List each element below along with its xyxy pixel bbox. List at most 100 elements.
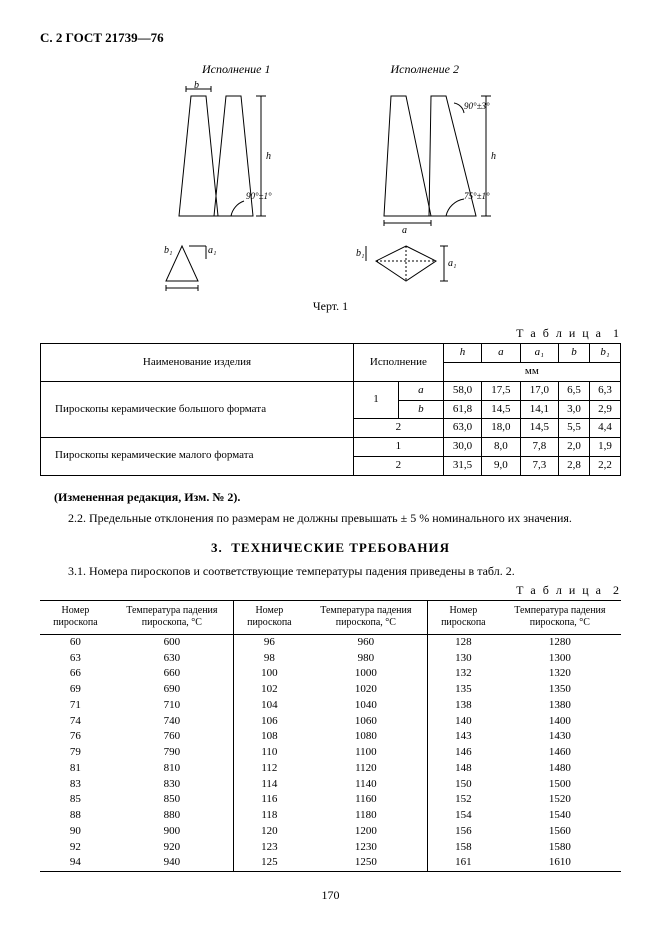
t2-cell: 60	[40, 634, 111, 650]
t2-cell: 112	[233, 761, 304, 777]
t1-cell: 17,5	[482, 381, 520, 400]
table-row: 60600969601281280	[40, 634, 621, 650]
t1-header-b: b	[559, 344, 590, 363]
t2-cell: 106	[233, 714, 304, 730]
dim-h-label-2: h	[491, 151, 496, 162]
t2-cell: 900	[111, 824, 234, 840]
t2-cell: 740	[111, 714, 234, 730]
t1-cell: 61,8	[443, 400, 481, 419]
t2-cell: 90	[40, 824, 111, 840]
t2-cell: 1180	[305, 808, 428, 824]
dim-a-label: a	[178, 290, 183, 291]
t2-cell: 1610	[499, 855, 621, 871]
table2-label: Т а б л и ц а 2	[40, 583, 621, 598]
table-row: 7979011011001461460	[40, 745, 621, 761]
table-row: 63630989801301300	[40, 651, 621, 667]
t1-cell: 14,1	[520, 400, 558, 419]
t1-cell: 3,0	[559, 400, 590, 419]
t1-cell: 6,5	[559, 381, 590, 400]
t2-cell: 146	[427, 745, 498, 761]
t2-cell: 85	[40, 792, 111, 808]
t2-cell: 128	[427, 634, 498, 650]
t1-row2-name: Пироскопы керамические малого формата	[41, 438, 354, 476]
figure-caption: Черт. 1	[40, 299, 621, 314]
t2-cell: 1350	[499, 682, 621, 698]
t2-cell: 1430	[499, 729, 621, 745]
t2-cell: 132	[427, 666, 498, 682]
table-row: 6666010010001321320	[40, 666, 621, 682]
t1-header-a1: a₁	[520, 344, 558, 363]
table-row: 9090012012001561560	[40, 824, 621, 840]
table-2: Номер пироскопа Температура падения пиро…	[40, 600, 621, 872]
t1-cell: a	[398, 381, 443, 400]
t1-cell: 5,5	[559, 419, 590, 438]
t1-cell: 1	[354, 438, 444, 457]
t2-cell: 940	[111, 855, 234, 871]
t2-cell: 1560	[499, 824, 621, 840]
page-number: 170	[40, 888, 621, 903]
para-3-1: 3.1. Номера пироскопов и соответствующие…	[40, 564, 621, 579]
t2-cell: 140	[427, 714, 498, 730]
t2-cell: 158	[427, 840, 498, 856]
drawing-variant-2: h 90°±3° 75°±1° a a₁ b₁	[336, 81, 536, 291]
t1-cell: 2	[354, 456, 444, 475]
t1-cell: 7,3	[520, 456, 558, 475]
table-row: 8888011811801541540	[40, 808, 621, 824]
t2-cell: 83	[40, 777, 111, 793]
t1-cell: 18,0	[482, 419, 520, 438]
t2-cell: 102	[233, 682, 304, 698]
t2-cell: 1080	[305, 729, 428, 745]
dim-b1-label: b₁	[164, 245, 172, 256]
dim-b1-label-2: b₁	[356, 248, 364, 259]
t2-cell: 960	[305, 634, 428, 650]
section-3-title: 3. ТЕХНИЧЕСКИЕ ТРЕБОВАНИЯ	[40, 540, 621, 556]
t2-cell: 118	[233, 808, 304, 824]
t2-cell: 66	[40, 666, 111, 682]
t2-cell: 1320	[499, 666, 621, 682]
t2-cell: 1300	[499, 651, 621, 667]
t2-cell: 1140	[305, 777, 428, 793]
t2-cell: 1000	[305, 666, 428, 682]
amendment-note: (Измененная редакция, Изм. № 2).	[54, 490, 621, 505]
t1-cell: 14,5	[482, 400, 520, 419]
t2-cell: 1230	[305, 840, 428, 856]
drawings-row: b h 90°±1° a a₁ b₁	[40, 81, 621, 291]
table-row: 8383011411401501500	[40, 777, 621, 793]
t1-cell: 6,3	[589, 381, 620, 400]
t2-cell: 980	[305, 651, 428, 667]
page-header: С. 2 ГОСТ 21739—76	[40, 30, 621, 46]
t1-row1-name: Пироскопы керамические большого формата	[41, 381, 354, 437]
t2-cell: 660	[111, 666, 234, 682]
t1-cell: b	[398, 400, 443, 419]
t2-cell: 135	[427, 682, 498, 698]
t2-cell: 138	[427, 698, 498, 714]
table-row: 8585011611601521520	[40, 792, 621, 808]
t2-cell: 790	[111, 745, 234, 761]
dim-a-label-2: a	[402, 225, 407, 236]
t2-cell: 1160	[305, 792, 428, 808]
dim-h-label: h	[266, 151, 271, 162]
table-row: 7676010810801431430	[40, 729, 621, 745]
t2-cell: 1100	[305, 745, 428, 761]
drawing-variant-1: b h 90°±1° a a₁ b₁	[126, 81, 306, 291]
t2-cell: 94	[40, 855, 111, 871]
t1-cell: 2,2	[589, 456, 620, 475]
t2-cell: 148	[427, 761, 498, 777]
t2-cell: 96	[233, 634, 304, 650]
t2-cell: 108	[233, 729, 304, 745]
t1-cell: 58,0	[443, 381, 481, 400]
table-row: Пироскопы керамические малого формата 1 …	[41, 438, 621, 457]
t2-cell: 130	[427, 651, 498, 667]
dim-b-label: b	[194, 81, 199, 91]
angle-75-1-label: 75°±1°	[464, 191, 490, 201]
t2-cell: 1040	[305, 698, 428, 714]
page: С. 2 ГОСТ 21739—76 Исполнение 1 Исполнен…	[0, 0, 661, 936]
t2-cell: 63	[40, 651, 111, 667]
t1-header-b1: b₁	[589, 344, 620, 363]
variant-1-label: Исполнение 1	[202, 62, 270, 77]
t2-cell: 1020	[305, 682, 428, 698]
t2-cell: 116	[233, 792, 304, 808]
angle-90-1-label: 90°±1°	[246, 191, 272, 201]
t2-cell: 74	[40, 714, 111, 730]
t1-cell: 4,4	[589, 419, 620, 438]
